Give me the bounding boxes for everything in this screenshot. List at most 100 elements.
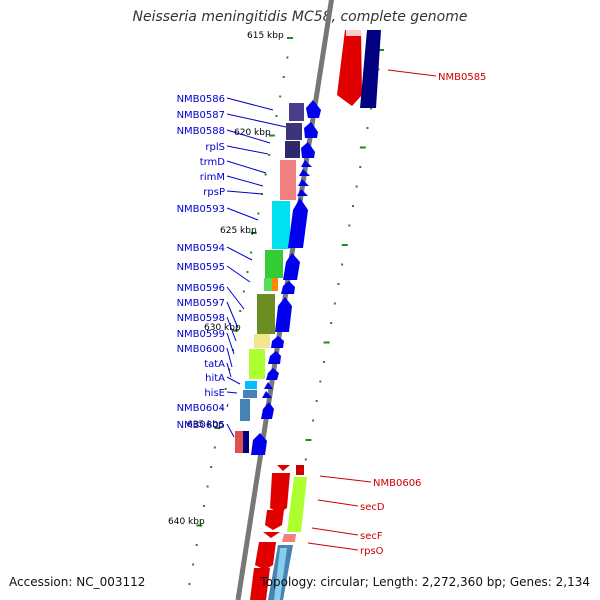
left-tick — [264, 173, 267, 176]
left-label-line — [226, 316, 237, 342]
left-label-line — [226, 207, 259, 221]
left-tick — [214, 427, 221, 429]
ruler-label-620: 620 kbp — [234, 128, 271, 138]
right-label-line — [307, 542, 359, 551]
right-tick — [323, 341, 330, 344]
right-gene-label: secD — [360, 502, 385, 513]
right-tick — [315, 400, 318, 402]
left-label-line — [226, 286, 245, 310]
left-tick — [232, 329, 239, 332]
ruler-label-615: 615 kbp — [247, 31, 284, 41]
left-label-line — [226, 97, 274, 111]
left-label-line — [226, 175, 264, 187]
left-label-line — [226, 301, 239, 329]
left-tick — [287, 37, 293, 39]
left-tick — [268, 134, 275, 137]
right-tick — [355, 185, 358, 188]
left-label-line — [226, 391, 238, 394]
right-tick — [378, 49, 384, 51]
left-label-line — [226, 145, 269, 155]
left-gene-label: NMB0605 — [177, 420, 225, 431]
right-gene-label: NMB0606 — [373, 478, 421, 489]
genome-backbone — [235, 0, 334, 600]
right-gene-label: secF — [360, 531, 383, 542]
ruler-label-640: 640 kbp — [168, 517, 205, 527]
right-tick — [359, 146, 366, 149]
right-tick — [341, 244, 348, 246]
right-tick — [337, 283, 340, 285]
right-tick — [330, 322, 333, 324]
left-tick — [239, 310, 242, 312]
left-tick — [257, 212, 260, 215]
left-label-line — [226, 160, 267, 174]
left-gene-label: NMB0598 — [177, 313, 225, 324]
right-tick — [341, 263, 344, 266]
right-label-line — [387, 69, 437, 77]
left-tick — [188, 583, 191, 585]
left-tick — [282, 76, 285, 78]
right-label-line — [311, 527, 359, 536]
left-gene-labels: NMB0586 NMB0587 NMB0588 rplS trmD rimM rpsP NMB… — [177, 94, 287, 438]
right-tick — [319, 380, 322, 383]
ruler-label-630: 630 kbp — [204, 323, 241, 333]
left-tick — [242, 290, 245, 293]
right-tick — [359, 166, 362, 168]
right-tick — [351, 205, 354, 207]
map-title: Neisseria meningitidis MC58, complete ge… — [132, 9, 468, 25]
left-gene-label: trmD — [200, 157, 226, 168]
left-tick — [246, 271, 249, 273]
right-tick — [312, 419, 315, 422]
right-label-line — [317, 499, 359, 507]
accession-text: Accession: NC_003112 — [9, 575, 146, 589]
left-tick — [196, 524, 203, 527]
left-tick — [268, 154, 271, 156]
left-gene-label: hitA — [205, 373, 225, 384]
left-gene-label: NMB0596 — [177, 283, 225, 294]
left-gene-label: rpsP — [203, 187, 225, 198]
left-label-line — [226, 347, 233, 368]
ruler-label-625: 625 kbp — [220, 226, 257, 236]
right-tick — [305, 439, 312, 441]
left-label-line — [226, 423, 235, 438]
left-label-line — [226, 246, 253, 261]
left-gene-label: NMB0599 — [177, 329, 225, 340]
right-tick — [322, 361, 325, 363]
left-tick — [210, 466, 213, 468]
left-tick — [202, 505, 205, 507]
right-gene-label: NMB0585 — [438, 72, 486, 83]
ruler-label-635: 635 kbp — [187, 420, 224, 430]
left-tick — [221, 407, 224, 410]
left-gene-label: hisE — [204, 388, 225, 399]
left-label-line — [226, 403, 229, 408]
left-label-line — [226, 362, 232, 378]
right-gene-label: rpsO — [360, 546, 384, 557]
right-tick — [348, 224, 351, 227]
left-tick — [279, 95, 282, 98]
left-gene-label: NMB0586 — [177, 94, 225, 105]
left-gene-label: rimM — [200, 172, 225, 183]
right-gene-labels: NMB0585 NMB0606 secD secF rpsO — [307, 69, 486, 557]
left-label-line — [226, 190, 263, 195]
right-tick — [370, 107, 373, 110]
lower-gene-cluster — [250, 465, 307, 600]
left-tick — [250, 251, 253, 254]
right-tick — [333, 302, 336, 305]
right-tick — [366, 127, 369, 129]
gene-nmb0585[interactable] — [337, 30, 381, 108]
left-label-line — [226, 265, 251, 283]
left-gene-label: NMB0604 — [177, 403, 225, 414]
genome-summary-text: Topology: circular; Length: 2,272,360 bp… — [260, 575, 590, 589]
left-tick — [213, 446, 216, 449]
left-label-line — [226, 332, 235, 355]
left-gene-label: NMB0597 — [177, 298, 225, 309]
left-gene-label: NMB0593 — [177, 204, 225, 215]
left-gene-label: NMB0594 — [177, 243, 225, 254]
left-label-line — [226, 376, 241, 385]
left-tick — [195, 544, 198, 546]
left-tick — [192, 563, 195, 566]
gene-block-column — [235, 103, 304, 453]
right-tick — [304, 458, 307, 461]
left-label-line — [226, 129, 271, 144]
